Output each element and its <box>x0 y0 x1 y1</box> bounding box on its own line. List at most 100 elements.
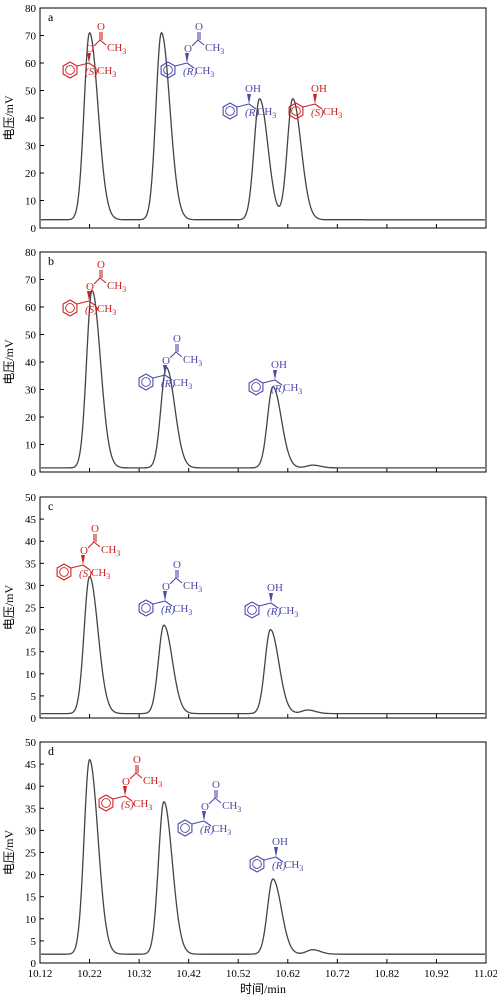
stereo-config-label: (R) <box>245 107 259 119</box>
acetyl-methyl-label: CH3 <box>107 280 126 294</box>
stereo-config-label: (R) <box>267 606 281 618</box>
methyl-label: CH3 <box>279 605 298 619</box>
bond <box>248 103 257 110</box>
ester-oxygen-label: O <box>162 581 170 593</box>
methyl-label: CH3 <box>212 823 231 837</box>
y-tick-label: 40 <box>25 536 37 548</box>
bond <box>152 600 166 605</box>
y-tick-label: 50 <box>25 86 37 98</box>
aromatic-circle <box>251 382 261 392</box>
methyl-subscript: 3 <box>237 805 241 814</box>
phenylethanol-structure: (R)CH3 OH <box>248 359 302 396</box>
y-tick-label: 50 <box>25 737 37 749</box>
stereo-config-label: (S) <box>311 107 324 119</box>
benzene-ring <box>249 855 265 873</box>
phenylethanol-structure: (S) CH3 OH <box>288 83 342 120</box>
carbonyl-oxygen-label: O <box>173 333 181 345</box>
bond <box>203 820 212 827</box>
wedge-bond <box>269 593 273 603</box>
y-tick-label: 25 <box>25 848 37 860</box>
aromatic-circle <box>65 303 75 313</box>
bond <box>191 39 199 47</box>
ester-oxygen-label: O <box>122 776 130 788</box>
methyl-label: CH3 <box>91 567 110 581</box>
x-axis-label: 时间/min <box>240 982 286 996</box>
bond <box>76 300 90 305</box>
methyl-label: CH3 <box>173 377 192 391</box>
panel-letter: a <box>48 10 54 24</box>
bond <box>88 300 97 307</box>
methyl-label: CH3 <box>133 798 152 812</box>
bond <box>197 39 205 46</box>
aromatic-circle <box>59 567 69 577</box>
stereo-config-label: (R) <box>271 383 285 395</box>
bond <box>175 577 183 584</box>
ester-oxygen-label: O <box>162 355 170 367</box>
wedge-bond <box>202 811 206 821</box>
stereo-config-label: (R) <box>161 378 175 390</box>
y-tick-label: 0 <box>31 467 37 479</box>
aromatic-circle <box>247 605 257 615</box>
phenylethanol-structure: (R)CH3 OH <box>222 83 276 120</box>
bond <box>124 795 133 802</box>
methyl-label: CH3 <box>283 382 302 396</box>
methyl-label: CH3 <box>195 65 214 79</box>
aromatic-circle <box>180 823 190 833</box>
benzene-ring <box>177 819 193 837</box>
y-tick-label: 80 <box>25 247 37 259</box>
stereo-config-label: (S) <box>121 799 134 811</box>
stereo-config-label: (R) <box>161 604 175 616</box>
ester-oxygen-label: O <box>80 545 88 557</box>
y-tick-label: 40 <box>25 357 37 369</box>
x-tick-label: 10.12 <box>28 968 53 980</box>
y-tick-label: 0 <box>31 713 37 725</box>
stereo-config-label: (S) <box>79 568 92 580</box>
bond <box>302 103 316 108</box>
methyl-subscript: 3 <box>210 70 214 79</box>
ester-oxygen-label: O <box>201 801 209 813</box>
x-tick-label: 11.02 <box>474 968 497 980</box>
x-tick-label: 10.92 <box>424 968 449 980</box>
y-tick-label: 70 <box>25 31 37 43</box>
x-tick-label: 10.62 <box>275 968 300 980</box>
methyl-label: CH3 <box>173 603 192 617</box>
wedge-bond <box>123 786 127 796</box>
bond <box>275 856 284 863</box>
chromatogram-trace <box>41 31 485 221</box>
bond <box>186 62 195 69</box>
y-tick-label: 5 <box>31 936 37 948</box>
y-tick-label: 35 <box>25 803 37 815</box>
acetyl-methyl-label: CH3 <box>143 775 162 789</box>
methyl-subscript: 3 <box>188 608 192 617</box>
y-tick-label: 30 <box>25 825 37 837</box>
stereo-config-label: (S) <box>85 304 98 316</box>
y-tick-label: 20 <box>25 625 37 637</box>
y-tick-label: 20 <box>25 412 37 424</box>
ester-oxygen-label: O <box>86 43 94 55</box>
bond <box>208 797 216 805</box>
panel-letter: b <box>48 254 54 268</box>
aromatic-circle <box>65 65 75 75</box>
y-tick-label: 25 <box>25 603 37 615</box>
wedge-bond <box>163 591 167 601</box>
acetyl-methyl-label: CH3 <box>101 544 120 558</box>
aromatic-circle <box>225 106 235 116</box>
wedge-bond <box>247 94 251 104</box>
bond <box>152 374 166 379</box>
methyl-subscript: 3 <box>220 47 224 56</box>
y-tick-label: 5 <box>31 691 37 703</box>
bond <box>93 541 101 548</box>
y-tick-label: 60 <box>25 302 37 314</box>
bond <box>191 820 205 825</box>
ester-oxygen-label: O <box>184 43 192 55</box>
bond <box>263 856 277 861</box>
bond <box>82 564 91 571</box>
y-tick-label: 30 <box>25 580 37 592</box>
y-tick-label: 70 <box>25 275 37 287</box>
